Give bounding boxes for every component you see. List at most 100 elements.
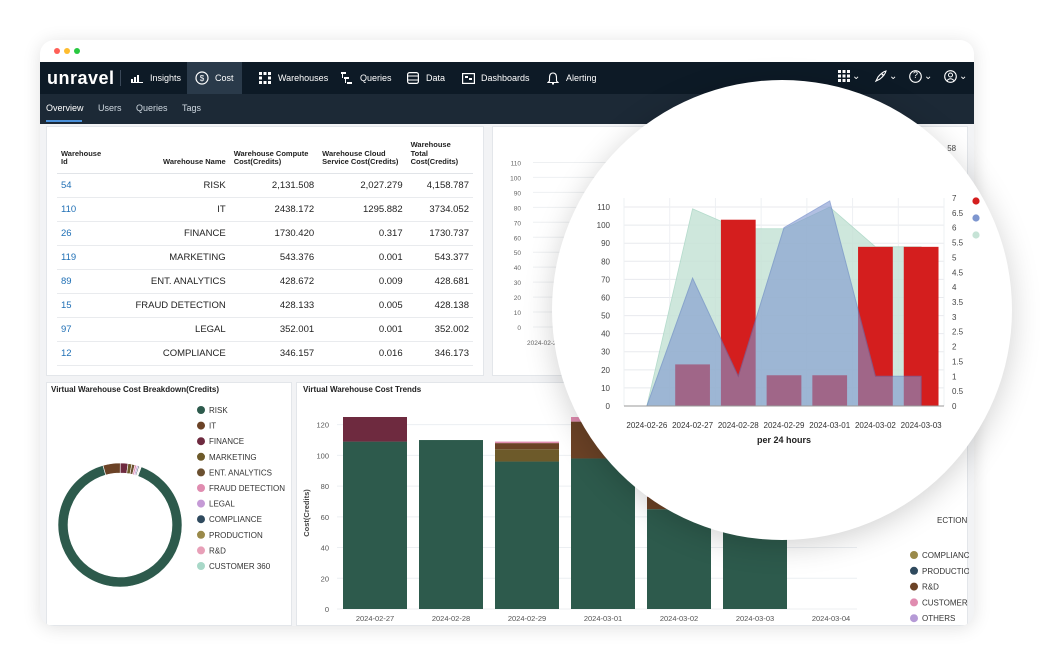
bar-segment-marketing[interactable] (495, 449, 559, 462)
header-cloud-service-cost[interactable]: Warehouse Cloud Service Cost(Credits) (318, 137, 407, 174)
legend-label[interactable]: COMPLIANCE (209, 515, 262, 524)
warehouse-cost-table-panel: Warehouse Id Warehouse Name Warehouse Co… (46, 126, 484, 376)
legend-label[interactable]: R&D (922, 583, 939, 592)
legend-swatch[interactable] (972, 231, 980, 239)
legend-swatch[interactable] (972, 214, 980, 222)
donut-slice-customer-360[interactable] (137, 466, 142, 477)
tab-overview[interactable]: Overview (46, 103, 84, 113)
legend-swatch (910, 551, 918, 559)
legend-label[interactable]: PRODUCTION (209, 531, 263, 540)
header-warehouse-name[interactable]: Warehouse Name (110, 137, 230, 174)
y-tick-label: 50 (514, 250, 522, 257)
bar-segment-risk[interactable] (571, 458, 635, 609)
legend-label[interactable]: OTHERS (922, 614, 955, 623)
header-total-cost[interactable]: Warehouse Total Cost(Credits) (406, 137, 473, 174)
header-warehouse-id[interactable]: Warehouse Id (57, 137, 111, 174)
table-row[interactable]: 89 ENT. ANALYTICS 428.672 0.009 428.681 (57, 269, 473, 294)
x-tick-label: 2024-03-01 (584, 614, 622, 623)
bar-segment-risk[interactable] (343, 441, 407, 609)
donut-slice-it[interactable] (102, 462, 121, 476)
nav-warehouses[interactable]: Warehouses (250, 62, 336, 94)
table-row[interactable]: 54 RISK 2,131.508 2,027.279 4,158.787 (57, 173, 473, 198)
table-row[interactable]: 12 COMPLIANCE 346.157 0.016 346.173 (57, 341, 473, 366)
y-tick-label: 90 (601, 239, 610, 248)
y-tick-label: 100 (510, 175, 521, 182)
y-tick-label: 120 (316, 421, 329, 430)
table-row[interactable]: 97 LEGAL 352.001 0.001 352.002 (57, 317, 473, 342)
legend-label[interactable]: MARKETING (209, 453, 257, 462)
warehouse-id-link[interactable]: 12 (57, 341, 111, 366)
cloud-service-cost: 1295.882 (318, 197, 407, 222)
bar-segment-risk[interactable] (495, 461, 559, 609)
legend-label[interactable]: PRODUCTION (922, 567, 969, 576)
chevron-down-icon: ⌄ (959, 71, 968, 82)
bar-segment-risk[interactable] (419, 440, 483, 609)
legend-label[interactable]: RISK (209, 406, 228, 415)
x-tick-label: 2024-03-01 (809, 421, 850, 430)
tab-tags[interactable]: Tags (182, 103, 202, 113)
nav-queries[interactable]: Queries (332, 62, 400, 94)
close-window-dot[interactable] (54, 48, 60, 54)
table-row[interactable]: 110 IT 2438.172 1295.882 3734.052 (57, 197, 473, 222)
legend-swatch (197, 468, 205, 477)
tab-queries[interactable]: Queries (136, 103, 168, 113)
nav-dashboards[interactable]: Dashboards (453, 62, 538, 94)
warehouse-id-link[interactable]: 89 (57, 269, 111, 294)
bar-chart-icon (130, 71, 144, 85)
warehouse-id-link[interactable]: 97 (57, 317, 111, 342)
nav-alerting[interactable]: Alerting (538, 62, 605, 94)
x-axis-label: per 24 hours (757, 435, 811, 445)
legend-label[interactable]: COMPLIANCE (922, 551, 969, 560)
cost-trends-stacked-bar-chart: 0 20 40 60 80 100 120 Cost(Credits) 2024-02-27 20… (302, 417, 969, 623)
legend-label[interactable]: ENT. ANALYTICS (209, 468, 272, 477)
nav-cost[interactable]: $ Cost (187, 62, 242, 94)
minimize-window-dot[interactable] (64, 48, 70, 54)
nav-warehouses-label: Warehouses (278, 73, 329, 83)
warehouse-id-link[interactable]: 15 (57, 293, 111, 318)
help-menu[interactable]: ? ⌄ (909, 70, 932, 83)
table-row[interactable]: 15 FRAUD DETECTION 428.133 0.005 428.138 (57, 293, 473, 318)
warehouse-name: ENT. ANALYTICS (110, 269, 230, 294)
warehouse-name: FRAUD DETECTION (110, 293, 230, 318)
x-tick-label: 2024-02-27 (672, 421, 713, 430)
maximize-window-dot[interactable] (74, 48, 80, 54)
rocket-menu[interactable]: ⌄ (874, 70, 897, 83)
legend-label[interactable]: LEGAL (209, 500, 235, 509)
x-tick-label: 2024-02-29 (508, 614, 546, 623)
legend-label[interactable]: FINANCE (209, 437, 244, 446)
unravel-logo[interactable]: unravel (47, 68, 115, 88)
legend-label[interactable]: CUSTOMER 360 (922, 598, 969, 607)
donut-slice-risk[interactable] (57, 465, 183, 588)
bar-segment-risk[interactable] (647, 509, 711, 609)
bar-segment-it[interactable] (343, 417, 407, 442)
warehouse-id-link[interactable]: 119 (57, 245, 111, 270)
bar-segment-r-d[interactable] (495, 443, 559, 450)
query-tree-icon (340, 71, 354, 85)
warehouse-cost-table: Warehouse Id Warehouse Name Warehouse Co… (57, 137, 473, 366)
table-row[interactable]: 119 MARKETING 543.376 0.001 543.377 (57, 245, 473, 270)
table-row[interactable]: 26 FINANCE 1730.420 0.317 1730.737 (57, 221, 473, 246)
user-menu[interactable]: ⌄ (944, 70, 967, 83)
warehouse-id-link[interactable]: 110 (57, 197, 111, 222)
legend-swatch[interactable] (972, 197, 980, 205)
cost-trends-title: Virtual Warehouse Cost Trends (303, 385, 422, 394)
bar-segment-customer-360[interactable] (495, 441, 559, 444)
legend-label[interactable]: FRAUD DETECTION (209, 484, 285, 493)
header-compute-cost[interactable]: Warehouse Compute Cost(Credits) (229, 137, 319, 174)
legend-label[interactable]: R&D (209, 546, 226, 555)
tab-users[interactable]: Users (98, 103, 122, 113)
legend-label[interactable]: IT (209, 422, 216, 431)
total-cost: 543.377 (406, 245, 473, 270)
warehouse-id-link[interactable]: 54 (57, 173, 111, 198)
num-area-series[interactable] (646, 200, 922, 407)
apps-menu[interactable]: ⌄ (838, 70, 860, 82)
x-tick-label: 2024-02-26 (626, 421, 667, 430)
nav-insights[interactable]: Insights (122, 62, 189, 94)
y-tick-label: 90 (514, 190, 522, 197)
x-tick-label: 2024-03-03 (736, 614, 774, 623)
chevron-down-icon: ⌄ (924, 71, 933, 82)
legend-swatch (197, 421, 205, 430)
warehouse-id-link[interactable]: 26 (57, 221, 111, 246)
nav-data[interactable]: Data (398, 62, 453, 94)
legend-label[interactable]: CUSTOMER 360 (209, 562, 271, 571)
